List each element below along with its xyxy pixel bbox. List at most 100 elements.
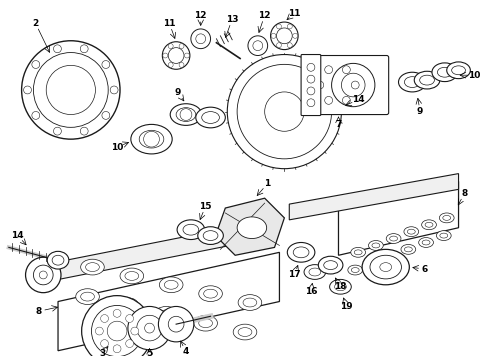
Circle shape <box>100 339 108 347</box>
Text: 14: 14 <box>352 95 365 104</box>
Ellipse shape <box>125 271 139 280</box>
Ellipse shape <box>196 107 225 128</box>
Circle shape <box>24 86 31 94</box>
Text: 10: 10 <box>468 71 481 80</box>
Ellipse shape <box>204 289 218 298</box>
Ellipse shape <box>120 301 134 310</box>
Circle shape <box>137 315 162 341</box>
Ellipse shape <box>419 75 435 85</box>
Circle shape <box>168 316 184 332</box>
Ellipse shape <box>287 243 315 262</box>
Ellipse shape <box>52 255 64 265</box>
Circle shape <box>39 271 47 279</box>
Ellipse shape <box>404 227 418 237</box>
Ellipse shape <box>47 251 69 269</box>
Circle shape <box>162 42 190 69</box>
Ellipse shape <box>176 108 196 121</box>
Circle shape <box>144 131 159 147</box>
Circle shape <box>191 29 211 49</box>
Ellipse shape <box>351 247 366 257</box>
Circle shape <box>131 327 139 335</box>
Ellipse shape <box>177 220 205 239</box>
Text: 1: 1 <box>265 179 271 188</box>
Text: 18: 18 <box>334 282 347 291</box>
Ellipse shape <box>76 289 99 305</box>
Text: 12: 12 <box>258 11 271 20</box>
Circle shape <box>168 48 184 63</box>
Ellipse shape <box>447 62 470 78</box>
Ellipse shape <box>354 250 362 255</box>
Circle shape <box>128 306 171 350</box>
Ellipse shape <box>318 256 343 274</box>
Ellipse shape <box>238 294 262 310</box>
Ellipse shape <box>159 310 173 319</box>
Circle shape <box>351 81 359 89</box>
Ellipse shape <box>366 258 380 268</box>
Ellipse shape <box>330 279 351 294</box>
Ellipse shape <box>418 238 434 247</box>
Ellipse shape <box>452 66 466 75</box>
Circle shape <box>343 66 350 74</box>
Text: 4: 4 <box>183 347 189 356</box>
Text: 3: 3 <box>99 349 105 358</box>
Circle shape <box>271 33 276 38</box>
Text: 7: 7 <box>335 120 342 129</box>
Text: 2: 2 <box>32 18 39 27</box>
Text: 11: 11 <box>163 18 175 27</box>
Ellipse shape <box>348 265 363 275</box>
Circle shape <box>158 306 194 342</box>
Ellipse shape <box>425 222 433 227</box>
Circle shape <box>253 41 263 51</box>
Polygon shape <box>58 252 279 351</box>
Ellipse shape <box>398 72 426 92</box>
Ellipse shape <box>335 283 346 291</box>
Circle shape <box>293 33 297 38</box>
Ellipse shape <box>386 234 401 243</box>
Circle shape <box>276 28 292 44</box>
Ellipse shape <box>432 63 458 82</box>
Ellipse shape <box>309 268 321 276</box>
Ellipse shape <box>404 77 420 87</box>
Ellipse shape <box>440 213 454 223</box>
Circle shape <box>53 45 61 53</box>
Ellipse shape <box>131 125 172 154</box>
Ellipse shape <box>362 249 409 285</box>
Ellipse shape <box>202 112 220 123</box>
Circle shape <box>307 99 315 107</box>
Ellipse shape <box>293 247 309 258</box>
Ellipse shape <box>183 224 199 235</box>
Circle shape <box>110 86 118 94</box>
Circle shape <box>46 66 96 114</box>
Circle shape <box>125 339 134 347</box>
Circle shape <box>145 323 154 333</box>
Ellipse shape <box>199 286 222 302</box>
Circle shape <box>168 62 173 67</box>
Ellipse shape <box>324 261 338 270</box>
Ellipse shape <box>437 231 451 240</box>
Circle shape <box>22 41 120 139</box>
Ellipse shape <box>383 251 398 261</box>
Circle shape <box>342 73 365 97</box>
Ellipse shape <box>368 240 383 250</box>
Text: 16: 16 <box>305 287 317 296</box>
Circle shape <box>287 24 292 29</box>
Ellipse shape <box>243 298 257 307</box>
Circle shape <box>270 22 298 50</box>
Text: 5: 5 <box>147 349 153 358</box>
Circle shape <box>276 43 281 48</box>
Ellipse shape <box>139 130 164 148</box>
Ellipse shape <box>414 71 440 89</box>
Ellipse shape <box>154 306 178 322</box>
Ellipse shape <box>401 244 416 254</box>
Circle shape <box>184 53 190 58</box>
Ellipse shape <box>304 265 326 279</box>
Ellipse shape <box>443 215 451 220</box>
Circle shape <box>92 306 143 357</box>
Circle shape <box>332 63 375 107</box>
Ellipse shape <box>199 319 213 328</box>
Ellipse shape <box>159 277 183 293</box>
Text: 12: 12 <box>195 11 207 20</box>
Polygon shape <box>31 228 230 285</box>
Ellipse shape <box>238 328 252 337</box>
Text: 9: 9 <box>175 89 181 98</box>
